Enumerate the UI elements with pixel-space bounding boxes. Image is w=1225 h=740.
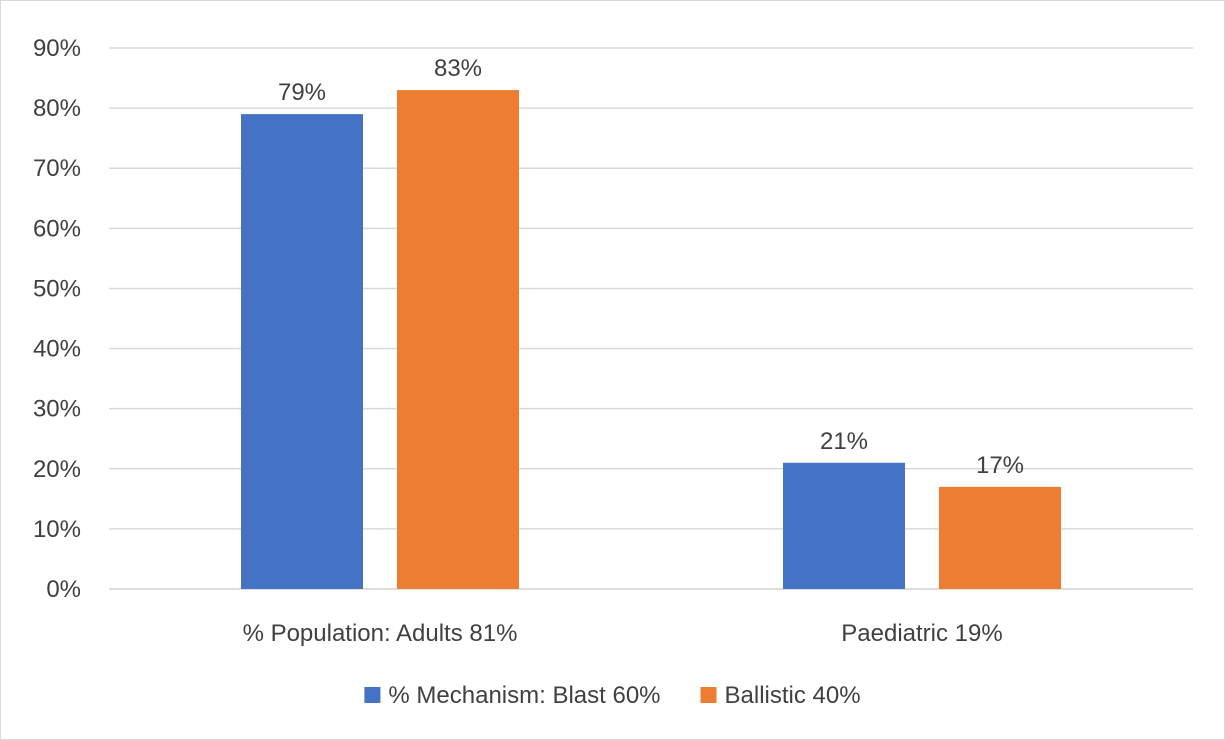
y-tick-label: 70% (33, 155, 81, 182)
y-tick-label: 10% (33, 516, 81, 543)
data-labels: 79% 83% 21% 17% (278, 55, 1024, 479)
y-tick-label: 20% (33, 456, 81, 483)
bar-blast-adults (241, 114, 363, 589)
y-tick-label: 50% (33, 275, 81, 302)
y-tick-label: 40% (33, 336, 81, 363)
data-label: 21% (820, 428, 868, 455)
y-tick-label: 30% (33, 396, 81, 423)
bar-blast-paediatric (783, 462, 905, 589)
y-tick-label: 90% (33, 35, 81, 62)
legend-item: Ballistic 40% (700, 682, 861, 709)
legend-label: Ballistic 40% (725, 682, 861, 709)
legend: % Mechanism: Blast 60% Ballistic 40% (364, 682, 861, 709)
data-label: 17% (976, 452, 1024, 479)
legend-swatch (700, 687, 717, 703)
legend-item: % Mechanism: Blast 60% (364, 682, 661, 709)
bar-ballistic-paediatric (939, 486, 1061, 589)
category-labels: % Population: Adults 81% Paediatric 19% (243, 620, 1003, 647)
y-axis-tick-labels: 0% 10% 20% 30% 40% 50% 60% 70% 80% 90% (33, 35, 81, 603)
x-category-label: % Population: Adults 81% (243, 620, 518, 647)
data-label: 79% (278, 79, 326, 106)
x-category-label: Paediatric 19% (841, 620, 1002, 647)
legend-label: % Mechanism: Blast 60% (388, 682, 660, 709)
legend-swatch (364, 687, 381, 703)
bar-ballistic-adults (397, 90, 519, 590)
y-tick-label: 0% (46, 576, 81, 603)
y-tick-label: 80% (33, 95, 81, 122)
bars (241, 90, 1061, 590)
data-label: 83% (434, 55, 482, 82)
y-tick-label: 60% (33, 215, 81, 242)
